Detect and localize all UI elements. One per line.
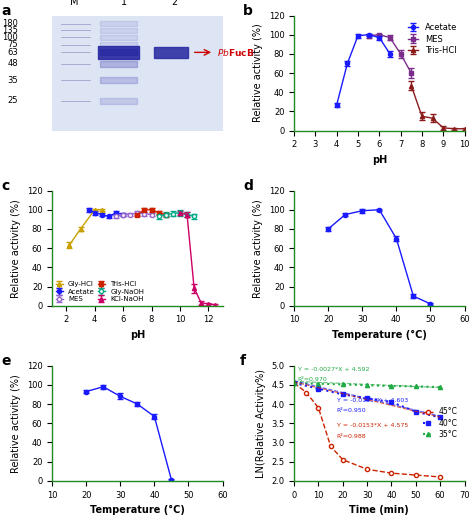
Text: 180: 180 [2,19,18,28]
Y-axis label: Relative activity (%): Relative activity (%) [11,199,21,298]
Text: Y = -0.0027*X + 4.592: Y = -0.0027*X + 4.592 [298,367,369,372]
Bar [100,61,137,67]
Legend: 45°C, 40°C, 35°C: 45°C, 40°C, 35°C [420,404,461,442]
45°C [316,405,321,411]
Text: Y = -0.0153*X + 4.575: Y = -0.0153*X + 4.575 [337,423,408,428]
Bar [100,77,137,83]
Text: R²=0.970: R²=0.970 [298,377,327,382]
X-axis label: pH: pH [372,155,387,165]
Bar [98,46,139,59]
45°C [303,389,309,396]
Text: 1: 1 [121,0,127,7]
45°C [340,457,346,463]
40°C [316,386,321,392]
45°C [413,472,419,478]
X-axis label: Temperature (°C): Temperature (°C) [90,505,185,515]
Text: 63: 63 [7,48,18,57]
Text: f: f [239,354,246,368]
35°C [365,382,370,388]
Bar [155,47,189,57]
Text: 35: 35 [8,75,18,84]
40°C [413,408,419,415]
Text: R²=0.988: R²=0.988 [337,434,366,438]
Text: 75: 75 [8,40,18,50]
Bar [100,21,137,26]
Text: 100: 100 [2,33,18,42]
35°C [438,384,443,390]
Y-axis label: Relative activity (%): Relative activity (%) [11,374,21,473]
Bar [100,35,137,40]
Bar [100,50,137,55]
Text: a: a [1,4,10,18]
Line: 40°C: 40°C [292,381,442,420]
Text: 2: 2 [172,0,178,7]
35°C [340,382,346,388]
45°C [438,474,443,480]
X-axis label: pH: pH [130,330,145,340]
X-axis label: Temperature (°C): Temperature (°C) [332,330,427,340]
45°C [328,443,334,449]
Text: e: e [1,354,10,368]
Bar [100,27,137,34]
Legend: Acetate, MES, Tris-HCl: Acetate, MES, Tris-HCl [405,20,460,58]
40°C [438,414,443,420]
Line: 35°C: 35°C [292,381,442,389]
Text: $\it{Pb}$FucB: $\it{Pb}$FucB [218,47,255,58]
Text: 135: 135 [2,26,18,35]
40°C [340,391,346,398]
Text: 25: 25 [8,96,18,105]
Y-axis label: LN(Relative Activity%): LN(Relative Activity%) [255,369,265,478]
Text: Y = -0.0153*X + 4.603: Y = -0.0153*X + 4.603 [337,398,408,403]
Text: d: d [243,179,253,193]
Text: M: M [70,0,79,7]
Text: c: c [1,179,9,193]
45°C [365,466,370,473]
Y-axis label: Relative activity (%): Relative activity (%) [253,24,263,123]
Bar [100,98,137,103]
35°C [413,383,419,389]
Y-axis label: Relative activity (%): Relative activity (%) [253,199,263,298]
X-axis label: Time (min): Time (min) [349,505,409,515]
40°C [389,399,394,405]
Legend: Gly-HCl, Acetate, MES, Tris-HCl, Gly-NaOH, KCl-NaOH: Gly-HCl, Acetate, MES, Tris-HCl, Gly-NaO… [55,281,144,302]
Text: b: b [243,4,253,18]
45°C [389,470,394,476]
35°C [316,381,321,387]
35°C [389,383,394,389]
40°C [291,380,297,386]
Bar [100,42,137,48]
35°C [291,380,297,386]
Text: R²=0.950: R²=0.950 [337,408,366,413]
45°C [291,380,297,386]
Text: 48: 48 [8,59,18,68]
Line: 45°C: 45°C [292,381,442,479]
40°C [365,395,370,401]
